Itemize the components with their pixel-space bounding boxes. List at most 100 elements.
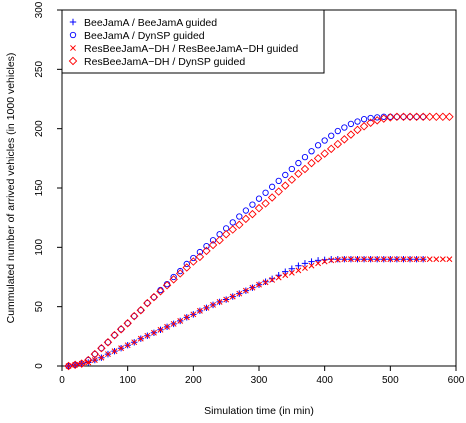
data-point-cross [183,314,190,321]
data-point-circle [308,148,315,155]
y-tick-label: 200 [34,120,45,137]
data-point-circle [124,320,131,327]
data-point-circle [78,360,85,367]
data-point-diamond [418,112,428,122]
data-point-cross [256,281,262,288]
data-point-diamond [189,257,198,266]
data-point-diamond [90,349,100,359]
data-point-plus [282,268,289,275]
legend-diamond-icon [68,56,78,66]
data-point-cross [210,301,216,308]
data-point-circle [71,361,79,368]
data-point-plus [268,275,276,282]
data-point-circle [209,237,217,244]
data-point-diamond [392,112,402,122]
data-point-diamond [162,281,172,290]
data-point-cross [91,357,98,363]
data-point-cross [341,256,348,263]
data-point-diamond [248,209,257,219]
y-axis-label: Cummulated number of arrived vehicles (i… [5,53,17,324]
data-point-cross [288,269,295,276]
legend-label: BeeJamA / DynSP guided [84,30,205,42]
data-point-cross [433,256,440,263]
data-point-diamond [399,112,408,122]
data-point-cross [380,256,387,263]
data-point-circle [150,294,158,301]
data-point-circle [236,213,243,220]
data-point-circle [354,118,361,125]
data-point-circle [288,165,295,173]
data-point-cross [439,256,446,263]
data-point-circle [268,183,276,190]
data-point-plus [295,262,302,269]
data-point-cross [361,256,367,263]
data-point-circle [242,207,250,214]
data-point-circle [249,201,256,208]
data-point-cross [446,256,453,263]
data-point-diamond [84,355,93,365]
data-point-circle [275,177,282,185]
data-point-plus [301,260,309,267]
data-point-cross [216,299,223,305]
data-point-diamond [195,252,205,262]
data-point-circle [65,362,72,370]
data-point-cross [164,323,170,330]
data-point-cross [348,256,354,263]
data-point-cross [275,274,282,281]
data-point-circle [282,171,289,179]
data-point-diamond [116,324,126,334]
data-point-circle [177,267,184,275]
data-point-circle [380,113,387,120]
data-point-cross [308,262,315,269]
data-point-circle [131,313,138,320]
data-point-cross [249,284,256,291]
data-point-plus [328,256,335,263]
y-tick-label: 50 [34,301,45,313]
data-point-diamond [215,235,224,245]
data-point-circle [203,242,210,250]
data-point-diamond [202,246,211,256]
data-point-circle [170,273,177,281]
data-point-circle [347,120,355,128]
data-point-diamond [235,220,244,230]
data-point-diamond [241,214,251,224]
data-point-circle [255,195,263,202]
data-point-circle [301,153,309,161]
x-tick-label: 500 [382,375,399,386]
data-point-diamond [287,175,297,184]
data-point-diamond [326,144,336,154]
data-point-diamond [97,343,106,353]
data-point-circle [196,248,204,256]
data-point-circle [91,350,98,358]
data-point-circle [104,339,112,346]
data-point-cross [236,290,243,297]
legend-cross-icon [70,45,76,51]
data-point-diamond [254,203,264,213]
data-point-circle [111,331,118,339]
data-point-diamond [136,305,146,315]
data-point-cross [302,265,308,272]
data-point-diamond [294,169,303,178]
data-point-cross [426,256,433,263]
data-point-cross [400,256,407,263]
data-point-cross [269,277,276,283]
data-point-diamond [274,187,283,196]
data-point-plus [288,265,296,272]
data-point-diamond [359,122,369,131]
data-point-cross [85,359,92,366]
data-point-cross [190,311,197,318]
y-axis: 0 50 100 150 200 250 300 [34,1,62,369]
data-point-cross [242,287,249,294]
x-tick-label: 400 [316,375,333,386]
data-point-diamond [438,112,448,122]
data-point-diamond [353,125,362,135]
data-point-cross [420,256,427,263]
x-axis-label: Simulation time (in min) [204,405,314,417]
data-point-cross [262,279,269,286]
data-point-cross [295,267,302,274]
data-point-circle [321,137,328,144]
data-point-plus [308,258,315,265]
data-point-circle [144,299,151,307]
data-point-cross [105,351,111,358]
